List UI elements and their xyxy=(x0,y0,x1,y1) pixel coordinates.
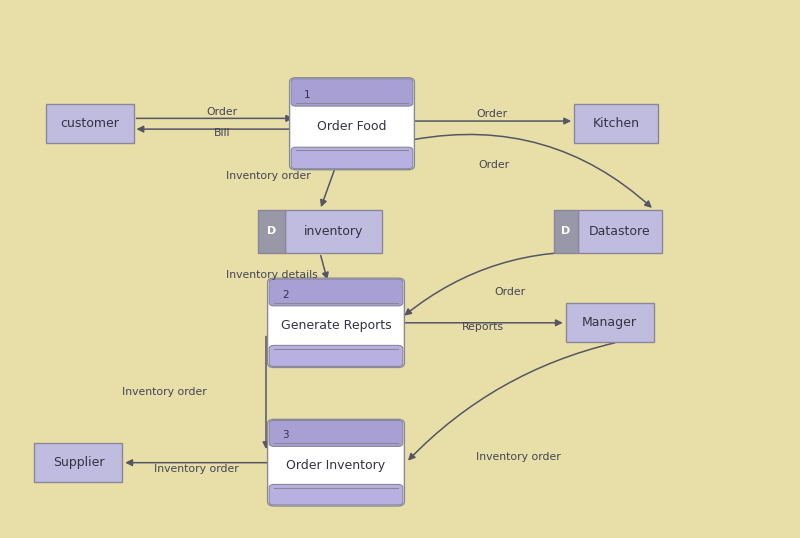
Bar xyxy=(574,104,658,143)
Text: customer: customer xyxy=(60,117,119,130)
Text: Order: Order xyxy=(495,287,526,296)
Text: Kitchen: Kitchen xyxy=(593,117,639,130)
Bar xyxy=(46,104,134,143)
FancyBboxPatch shape xyxy=(290,78,414,170)
FancyBboxPatch shape xyxy=(291,147,413,169)
Text: 2: 2 xyxy=(282,290,289,300)
Text: Order: Order xyxy=(477,109,507,119)
Text: Supplier: Supplier xyxy=(53,456,104,469)
Bar xyxy=(286,210,382,253)
Bar xyxy=(578,210,662,253)
Text: Order Inventory: Order Inventory xyxy=(286,459,386,472)
Bar xyxy=(554,210,578,253)
Text: Inventory order: Inventory order xyxy=(226,172,311,181)
Text: Manager: Manager xyxy=(582,316,637,329)
FancyBboxPatch shape xyxy=(269,484,402,505)
Text: Order Food: Order Food xyxy=(318,120,386,133)
FancyBboxPatch shape xyxy=(269,345,402,366)
FancyBboxPatch shape xyxy=(267,420,404,506)
Text: Inventory order: Inventory order xyxy=(122,387,206,397)
Text: Inventory order: Inventory order xyxy=(476,452,561,462)
Text: Bill: Bill xyxy=(214,129,230,138)
Text: D: D xyxy=(562,226,570,236)
FancyBboxPatch shape xyxy=(267,278,404,367)
Bar xyxy=(258,210,286,253)
FancyBboxPatch shape xyxy=(291,79,413,106)
Text: Inventory details: Inventory details xyxy=(226,271,318,280)
Bar xyxy=(566,303,654,342)
Text: inventory: inventory xyxy=(304,225,363,238)
Text: 1: 1 xyxy=(304,90,310,100)
Text: Order: Order xyxy=(479,160,510,170)
Text: Order: Order xyxy=(207,107,238,117)
Text: Generate Reports: Generate Reports xyxy=(281,319,391,332)
FancyBboxPatch shape xyxy=(269,279,402,306)
FancyBboxPatch shape xyxy=(269,421,402,447)
Bar xyxy=(34,443,122,482)
Text: D: D xyxy=(267,226,276,236)
Text: Datastore: Datastore xyxy=(589,225,650,238)
Text: Inventory order: Inventory order xyxy=(154,464,238,474)
Text: Reports: Reports xyxy=(462,322,503,331)
Text: 3: 3 xyxy=(282,430,289,441)
